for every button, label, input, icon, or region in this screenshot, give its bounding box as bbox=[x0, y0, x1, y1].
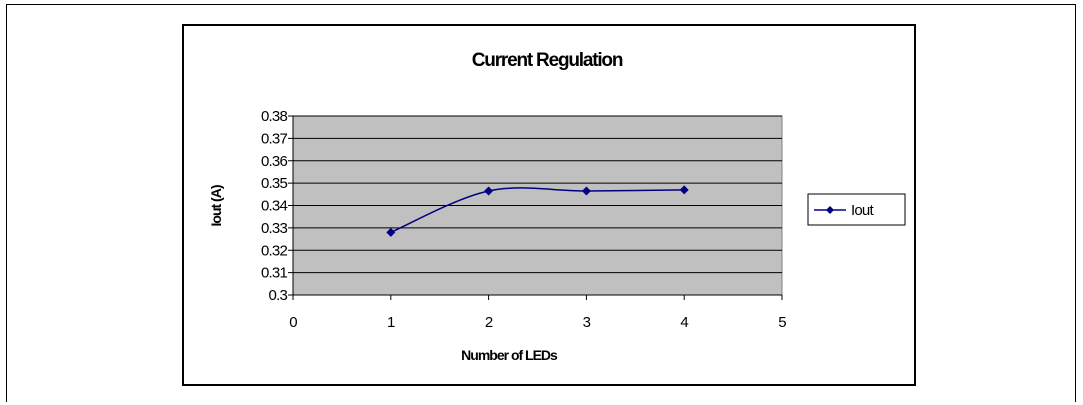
legend-marker-iout bbox=[826, 206, 834, 214]
x-tick-label: 2 bbox=[485, 314, 493, 331]
y-tick-label: 0.38 bbox=[261, 108, 287, 125]
y-tick-label: 0.35 bbox=[261, 175, 287, 192]
page-frame bbox=[6, 4, 1076, 402]
legend-label-iout: Iout bbox=[851, 202, 874, 219]
y-tick-label: 0.3 bbox=[269, 287, 288, 304]
y-tick-label: 0.37 bbox=[261, 130, 287, 147]
data-point-iout bbox=[386, 227, 396, 237]
x-tick-label: 5 bbox=[778, 314, 786, 331]
data-point-iout bbox=[484, 186, 494, 196]
legend: Iout bbox=[807, 193, 906, 226]
data-point-iout bbox=[581, 186, 591, 196]
y-tick-label: 0.33 bbox=[261, 220, 287, 237]
x-tick-label: 4 bbox=[680, 314, 688, 331]
series-line-iout bbox=[390, 187, 685, 234]
data-point-iout bbox=[679, 185, 689, 195]
x-tick-label: 0 bbox=[289, 314, 297, 331]
y-axis-title: Iout (A) bbox=[208, 185, 224, 226]
y-tick-label: 0.32 bbox=[261, 242, 287, 259]
chart-title: Current Regulation bbox=[472, 50, 623, 71]
x-tick-label: 3 bbox=[583, 314, 591, 331]
x-axis-title: Number of LEDs bbox=[461, 347, 558, 363]
y-tick-label: 0.36 bbox=[261, 153, 287, 170]
x-tick-label: 1 bbox=[387, 314, 395, 331]
y-tick-label: 0.31 bbox=[261, 265, 287, 282]
y-tick-label: 0.34 bbox=[261, 198, 287, 215]
